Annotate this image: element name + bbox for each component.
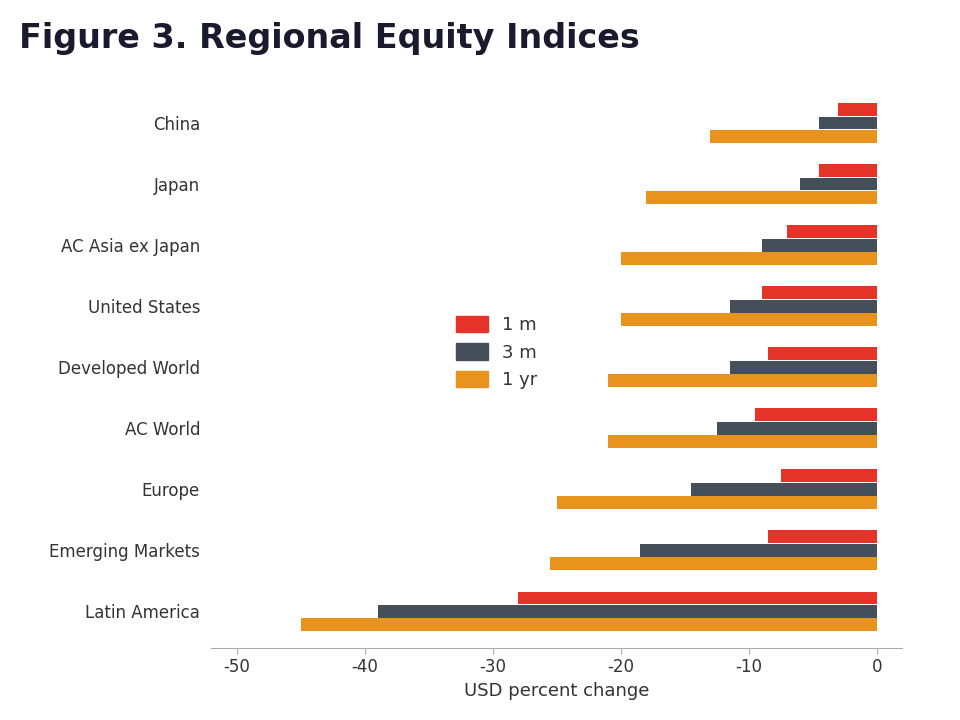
- Bar: [557, 496, 876, 509]
- Bar: [518, 592, 876, 604]
- Bar: [710, 130, 876, 143]
- Bar: [787, 225, 876, 238]
- Bar: [761, 287, 876, 299]
- Bar: [608, 374, 876, 387]
- Bar: [819, 117, 876, 130]
- Bar: [730, 361, 876, 374]
- Bar: [730, 300, 876, 312]
- Bar: [819, 164, 876, 177]
- Bar: [761, 239, 876, 251]
- Bar: [717, 422, 876, 435]
- Bar: [756, 408, 876, 421]
- Bar: [621, 252, 876, 265]
- Bar: [608, 436, 876, 448]
- Bar: [550, 557, 876, 570]
- Bar: [691, 483, 876, 495]
- Bar: [621, 313, 876, 326]
- Bar: [768, 531, 876, 544]
- Bar: [640, 544, 876, 557]
- Legend: 1 m, 3 m, 1 yr: 1 m, 3 m, 1 yr: [448, 309, 545, 396]
- Bar: [838, 103, 876, 116]
- Bar: [300, 618, 876, 631]
- Bar: [780, 469, 876, 482]
- Bar: [768, 347, 876, 360]
- X-axis label: USD percent change: USD percent change: [464, 682, 650, 700]
- Text: Figure 3. Regional Equity Indices: Figure 3. Regional Equity Indices: [19, 22, 640, 55]
- Bar: [800, 178, 876, 191]
- Bar: [377, 605, 876, 618]
- Bar: [646, 191, 876, 204]
